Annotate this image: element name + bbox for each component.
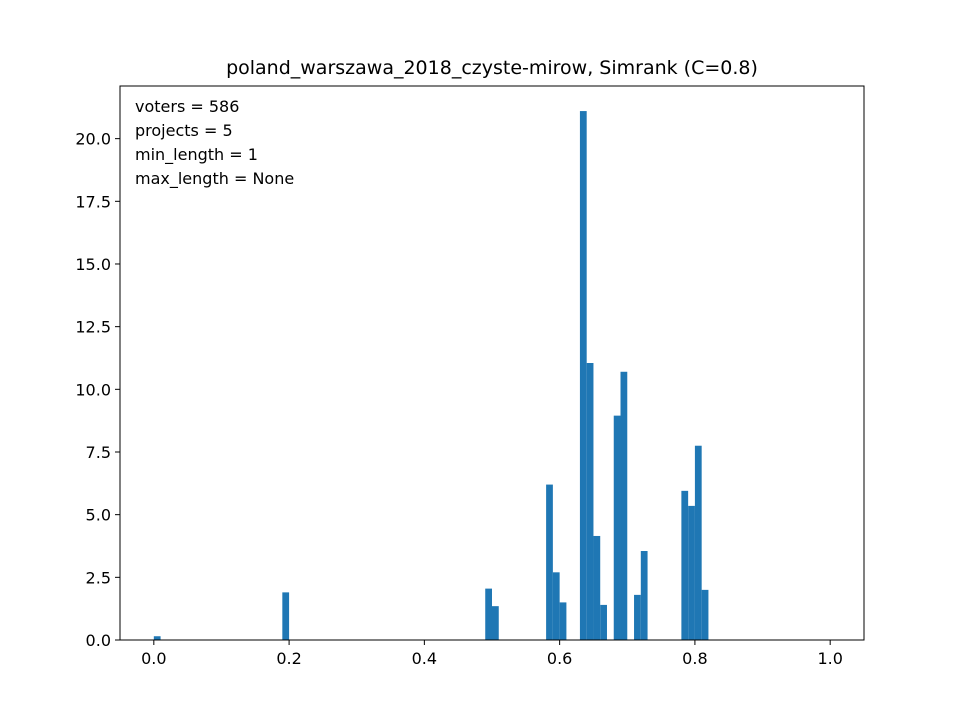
annotation-projects: projects = 5 xyxy=(135,121,233,140)
histogram-bar-6 xyxy=(559,602,567,640)
histogram-bar-14 xyxy=(640,551,648,640)
x-tick-label: 1.0 xyxy=(817,649,842,668)
histogram-bar-12 xyxy=(620,371,628,640)
y-tick-label: 15.0 xyxy=(75,255,111,274)
x-tick-label: 0.6 xyxy=(547,649,572,668)
y-tick-label: 10.0 xyxy=(75,380,111,399)
histogram-bar-1 xyxy=(282,592,290,640)
histogram-bar-2 xyxy=(485,588,492,640)
annotation-min-length: min_length = 1 xyxy=(135,145,258,165)
histogram-bar-16 xyxy=(688,505,695,640)
annotation-voters: voters = 586 xyxy=(135,97,239,116)
histogram-bar-4 xyxy=(546,484,553,640)
histogram-bar-15 xyxy=(681,490,689,640)
histogram-bar-17 xyxy=(694,445,702,640)
histogram-bar-0 xyxy=(153,636,161,640)
x-tick-label: 0.2 xyxy=(276,649,301,668)
histogram-bar-7 xyxy=(579,111,587,640)
stats-annotation: voters = 586 projects = 5 min_length = 1… xyxy=(135,97,294,189)
y-tick-label: 12.5 xyxy=(75,318,111,337)
histogram-bar-9 xyxy=(593,535,601,640)
histogram-bar-18 xyxy=(701,589,709,640)
x-tick-label: 0.8 xyxy=(682,649,707,668)
histogram-bar-5 xyxy=(552,572,560,640)
y-tick-label: 2.5 xyxy=(86,568,111,587)
x-tick-label: 0.0 xyxy=(141,649,166,668)
histogram-bar-13 xyxy=(634,594,641,640)
histogram-bar-3 xyxy=(492,606,499,640)
histogram-bar-8 xyxy=(586,363,594,640)
histogram-bar-11 xyxy=(613,415,621,640)
y-tick-label: 0.0 xyxy=(86,631,111,650)
y-tick-label: 20.0 xyxy=(75,130,111,149)
y-tick-label: 5.0 xyxy=(86,506,111,525)
y-tick-label: 17.5 xyxy=(75,192,111,211)
plot-frame xyxy=(119,85,865,641)
chart-title: poland_warszawa_2018_czyste-mirow, Simra… xyxy=(226,57,758,79)
x-axis: 0.0 0.2 0.4 0.6 0.8 1.0 xyxy=(141,640,843,668)
x-tick-label: 0.4 xyxy=(412,649,437,668)
annotation-max-length: max_length = None xyxy=(135,169,294,189)
histogram-bar-10 xyxy=(600,604,607,640)
bars-group xyxy=(153,111,709,640)
y-axis: 0.0 2.5 5.0 7.5 10.0 12.5 15.0 17.5 20.0 xyxy=(75,130,120,650)
y-tick-label: 7.5 xyxy=(86,443,111,462)
